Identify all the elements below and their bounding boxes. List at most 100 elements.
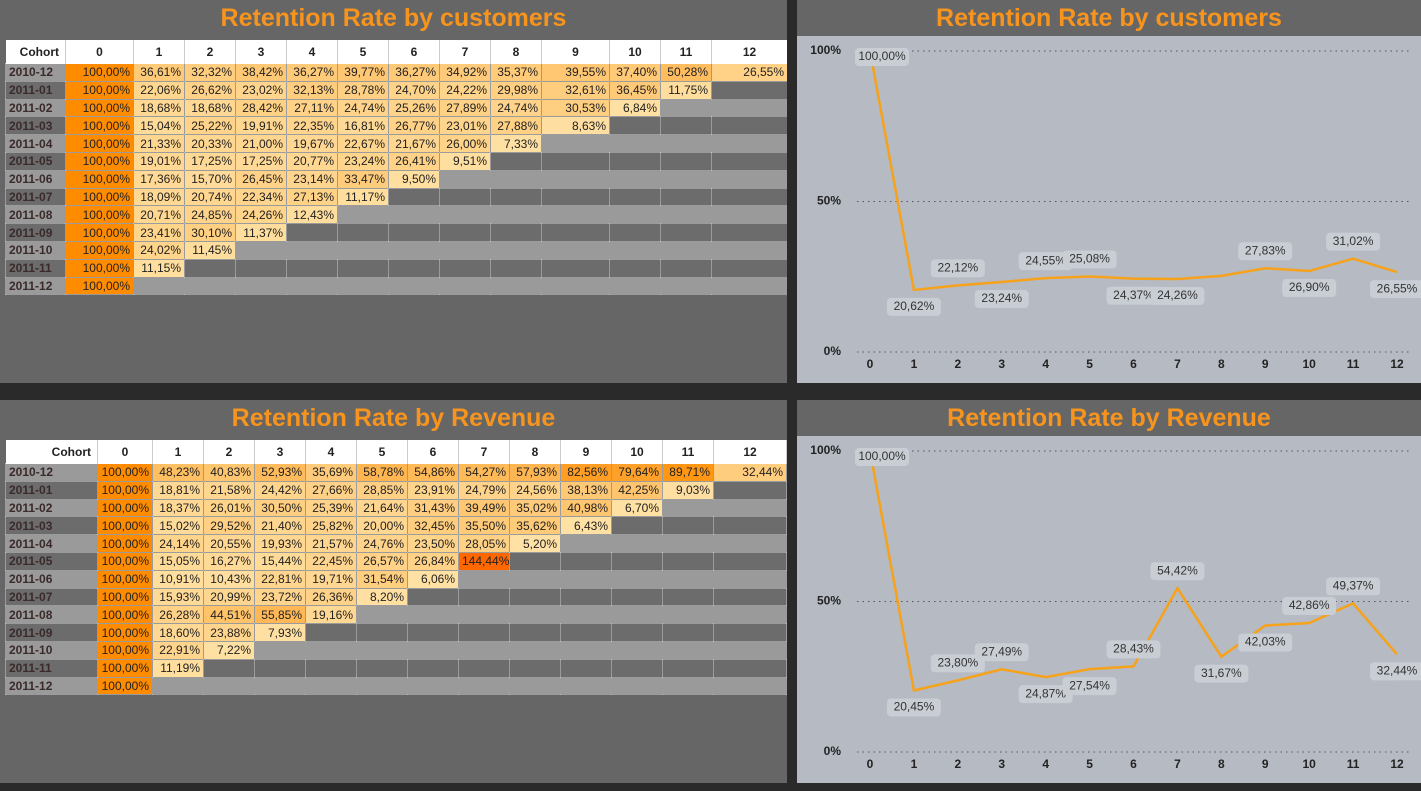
- empty-cell: [407, 623, 459, 642]
- table-row: 2011-10 100,00% 24,02% 11,45%: [5, 240, 787, 260]
- data-label-text: 20,45%: [894, 700, 935, 714]
- data-label-text: 31,67%: [1201, 666, 1242, 680]
- empty-cell: [254, 658, 306, 678]
- empty-cell: [611, 569, 663, 589]
- data-label: 28,43%: [1106, 640, 1161, 659]
- empty-cell: [152, 676, 204, 696]
- value-cell: 26,57%: [356, 551, 408, 571]
- empty-cell: [713, 551, 787, 571]
- value-cell: 24,42%: [254, 480, 306, 500]
- value-cell: 26,01%: [203, 498, 255, 518]
- value-cell: 100,00%: [65, 258, 134, 278]
- table-row: 2011-10 100,00% 22,91% 7,22%: [5, 640, 787, 660]
- value-cell: 28,42%: [235, 98, 287, 118]
- empty-cell: [711, 134, 787, 153]
- cohort-cell: 2011-08: [5, 205, 66, 225]
- label-box: [1106, 640, 1161, 659]
- empty-cell: [662, 676, 714, 696]
- table-row: 2011-07 100,00% 18,09% 20,74% 22,34% 27,13% 11…: [5, 187, 787, 207]
- value-cell: 18,37%: [152, 498, 204, 518]
- value-cell: 8,63%: [541, 116, 610, 136]
- column-header: Cohort: [5, 440, 98, 464]
- empty-cell: [609, 151, 661, 171]
- data-label: 24,37%: [1106, 286, 1161, 305]
- empty-cell: [286, 258, 338, 278]
- data-label-text: 54,42%: [1157, 563, 1198, 577]
- data-label: 22,12%: [930, 259, 985, 278]
- x-tick-label: 1: [911, 357, 918, 371]
- value-cell: 26,45%: [235, 169, 287, 189]
- table-row: 2011-12 100,00%: [5, 676, 787, 696]
- empty-cell: [660, 240, 712, 260]
- cohort-cell: 2011-10: [5, 240, 66, 260]
- value-cell: 22,45%: [305, 551, 357, 571]
- table-row: 2010-12 100,00% 36,61% 32,32% 38,42% 36,27% 39…: [5, 63, 787, 82]
- value-cell: 18,81%: [152, 480, 204, 500]
- value-cell: 12,43%: [286, 205, 338, 225]
- table-row: 2011-07 100,00% 15,93% 20,99% 23,72% 26,36% 8,…: [5, 587, 787, 607]
- value-cell: 18,68%: [184, 98, 236, 118]
- value-cell: 17,25%: [235, 151, 287, 171]
- cohort-cell: 2011-06: [5, 569, 98, 589]
- cohort-cell: 2011-02: [5, 98, 66, 118]
- cohort-cell: 2011-03: [5, 516, 98, 536]
- data-label-text: 100,00%: [858, 49, 906, 63]
- empty-cell: [662, 623, 714, 642]
- data-label: 24,55%: [1018, 252, 1073, 271]
- column-header: 12: [713, 440, 787, 464]
- cohort-cell: 2011-10: [5, 640, 98, 660]
- value-cell: 20,99%: [203, 587, 255, 607]
- value-cell: 26,28%: [152, 605, 204, 625]
- empty-cell: [611, 623, 663, 642]
- y-tick-label: 50%: [817, 594, 841, 608]
- value-cell: 36,27%: [286, 63, 338, 82]
- value-cell: 7,93%: [254, 623, 306, 642]
- chart: 0%50%100%0 1 2 3 4 5 6 7 8 9 10 11 12100,00%20,62%22…: [810, 43, 1421, 371]
- value-cell: 24,74%: [337, 98, 389, 118]
- value-cell: 24,74%: [490, 98, 542, 118]
- empty-cell: [388, 240, 440, 260]
- empty-cell: [439, 169, 491, 189]
- y-tick-label: 100%: [810, 43, 841, 57]
- value-cell: 24,70%: [388, 80, 440, 100]
- value-cell: 21,64%: [356, 498, 408, 518]
- label-box: [1326, 577, 1381, 596]
- x-tick-label: 6: [1130, 757, 1137, 771]
- empty-cell: [660, 134, 712, 153]
- value-cell: 24,22%: [439, 80, 491, 100]
- value-cell: 44,51%: [203, 605, 255, 625]
- data-label-text: 31,02%: [1333, 234, 1374, 248]
- label-box: [1018, 685, 1073, 704]
- empty-cell: [235, 276, 287, 296]
- empty-cell: [439, 223, 491, 242]
- value-cell: 38,13%: [560, 480, 612, 500]
- empty-cell: [560, 605, 612, 625]
- value-cell: 23,14%: [286, 169, 338, 189]
- empty-cell: [660, 151, 712, 171]
- empty-cell: [541, 240, 610, 260]
- value-cell: 20,00%: [356, 516, 408, 536]
- data-label: 27,83%: [1238, 242, 1293, 261]
- value-cell: 35,62%: [509, 516, 561, 536]
- value-cell: 23,41%: [133, 223, 185, 242]
- x-tick-label: 8: [1218, 357, 1225, 371]
- empty-cell: [609, 258, 661, 278]
- label-box: [1106, 286, 1161, 305]
- value-cell: 24,02%: [133, 240, 185, 260]
- empty-cell: [305, 658, 357, 678]
- table-row: 2011-03 100,00% 15,04% 25,22% 19,91% 22,35% 16…: [5, 116, 787, 136]
- empty-cell: [458, 658, 510, 678]
- value-cell: 35,02%: [509, 498, 561, 518]
- label-box: [1238, 242, 1293, 261]
- column-header: 11: [660, 40, 712, 64]
- table-panel: Retention Rate by customers Cohort 0 1 2 3 4 5…: [0, 0, 787, 383]
- value-cell: 9,51%: [439, 151, 491, 171]
- value-cell: 21,57%: [305, 534, 357, 553]
- empty-cell: [305, 640, 357, 660]
- value-cell: 26,41%: [388, 151, 440, 171]
- empty-cell: [388, 205, 440, 225]
- value-cell: 24,79%: [458, 480, 510, 500]
- value-cell: 22,67%: [337, 134, 389, 153]
- value-cell: 100,00%: [65, 63, 134, 82]
- x-tick-label: 3: [998, 357, 1005, 371]
